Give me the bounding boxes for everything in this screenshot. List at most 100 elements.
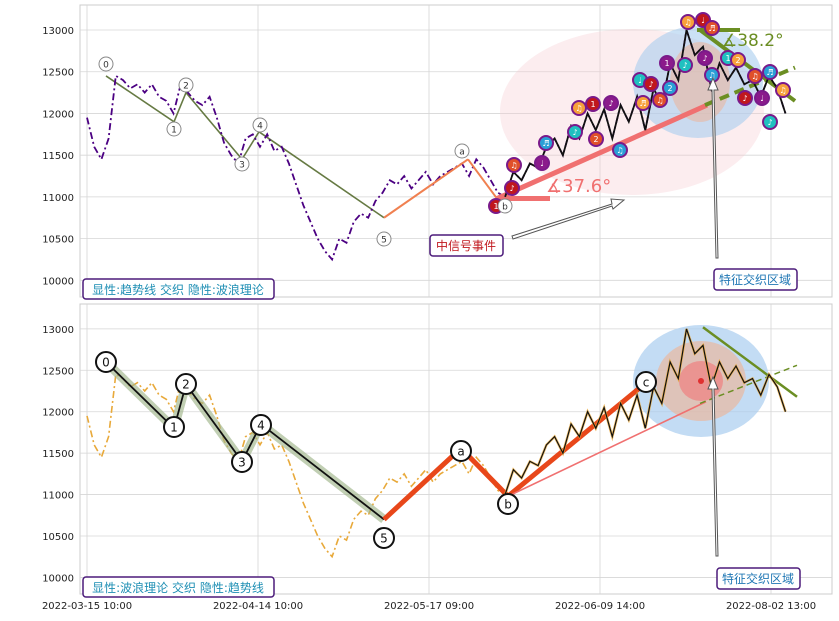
signal-marker	[588, 131, 604, 147]
wave-label-text: 4	[257, 122, 263, 132]
signal-marker	[754, 90, 770, 106]
signal-marker-glyph: ♪	[572, 128, 577, 137]
signal-marker-glyph: ♪	[608, 99, 613, 108]
wave-label-text: 5	[381, 236, 387, 246]
wave-label-circle	[231, 451, 253, 473]
y-tick-label: 12000	[42, 408, 74, 419]
y-tick-label: 12000	[42, 109, 74, 120]
signal-marker-glyph: ♫	[510, 161, 517, 170]
signal-marker	[652, 92, 668, 108]
signal-marker-glyph: 2	[735, 56, 740, 65]
signal-marker	[662, 80, 678, 96]
signal-pointer-arrow	[511, 198, 626, 240]
signal-marker	[659, 55, 675, 71]
signal-marker	[677, 57, 693, 73]
signal-marker	[775, 82, 791, 98]
legend-text: 显性:趋势线 交织 隐性:波浪理论	[92, 282, 264, 297]
signal-marker	[504, 180, 520, 196]
zone-center-dot	[698, 378, 704, 384]
x-tick-label: 2022-08-02 13:00	[726, 601, 816, 612]
signal-marker-glyph: ♫	[779, 86, 786, 95]
signal-marker	[730, 52, 746, 68]
wave-label-text: a	[457, 445, 464, 459]
signal-marker-glyph: ♩	[540, 159, 544, 168]
signal-marker	[538, 135, 554, 151]
x-tick-label: 2022-05-17 09:00	[384, 601, 474, 612]
y-tick-label: 10000	[42, 573, 74, 584]
trend-line-rising	[495, 102, 709, 201]
signal-marker-glyph: ♬	[542, 139, 549, 148]
trend-zigzag	[105, 75, 385, 219]
wave-label-text: 3	[238, 456, 246, 470]
wave-line	[105, 361, 385, 521]
mid-signal-label: 中信号事件	[436, 238, 496, 253]
legend-box	[82, 278, 275, 300]
wave-label-text: b	[504, 498, 512, 512]
trend-line-green-dash	[699, 364, 798, 405]
signal-marker	[603, 95, 619, 111]
y-tick-label: 13000	[42, 325, 74, 336]
y-tick-label: 13000	[42, 26, 74, 37]
zone-pointer-arrow	[707, 375, 719, 557]
y-tick-label: 10500	[42, 532, 74, 543]
signal-marker	[737, 90, 753, 106]
signal-marker-glyph: ♪	[682, 61, 687, 70]
wave-label-text: 2	[183, 82, 189, 92]
signal-marker-glyph: ♩	[638, 76, 642, 85]
signal-marker	[747, 68, 763, 84]
wave-label-text: 3	[239, 161, 245, 171]
signal-marker-glyph: ♩	[701, 16, 705, 25]
wave-label-circle	[450, 440, 472, 462]
y-tick-label: 10500	[42, 235, 74, 246]
signal-marker	[643, 76, 659, 92]
wave-label-text: a	[459, 148, 465, 158]
wave-label-text: 5	[380, 532, 388, 546]
wave-label-circle	[635, 371, 657, 393]
signal-marker-glyph: 1	[590, 100, 595, 109]
signal-marker-glyph: ♫	[616, 146, 623, 155]
signal-marker-glyph: 2	[667, 84, 672, 93]
signal-marker-glyph: 2	[593, 135, 598, 144]
x-tick-label: 2022-06-09 14:00	[555, 601, 645, 612]
wave-label-circle	[95, 351, 117, 373]
wave-label-circle	[250, 414, 272, 436]
wave-label-text: b	[502, 203, 508, 213]
trend-line-green	[702, 326, 798, 398]
signal-marker-glyph: ♪	[509, 184, 514, 193]
signal-marker	[612, 142, 628, 158]
signal-marker-glyph: ♪	[702, 54, 707, 63]
signal-marker-glyph: ♪	[767, 118, 772, 127]
signal-marker	[762, 114, 778, 130]
signal-marker-glyph: ♬	[708, 24, 715, 33]
wave-label-circle	[166, 121, 182, 137]
wave-label-circle	[497, 198, 513, 214]
wave-label-circle	[178, 77, 194, 93]
zone-pointer-arrow	[707, 76, 719, 259]
wave-label-circle	[163, 416, 185, 438]
signal-line-down	[467, 158, 498, 200]
signal-marker	[571, 100, 587, 116]
signal-marker	[697, 50, 713, 66]
signal-marker-glyph: 1	[664, 59, 669, 68]
signal-marker-glyph: ♬	[766, 68, 773, 77]
wave-label-text: 0	[102, 356, 110, 370]
trend-line-green-dash	[704, 65, 796, 107]
signal-marker-glyph: ♫	[656, 96, 663, 105]
wave-label-text: 4	[257, 419, 265, 433]
x-tick-label: 2022-03-15 10:00	[42, 601, 132, 612]
legend-box	[82, 576, 275, 598]
wave-label-text: c	[643, 376, 650, 390]
y-tick-label: 12500	[42, 366, 74, 377]
signal-marker-glyph: ♫	[751, 72, 758, 81]
y-tick-label: 11500	[42, 151, 74, 162]
signal-marker	[635, 95, 651, 111]
signal-marker	[762, 64, 778, 80]
wave-label-text: 2	[182, 378, 190, 392]
signal-marker	[506, 157, 522, 173]
zone-label-box	[713, 268, 798, 291]
signal-marker-glyph: ♬	[639, 99, 646, 108]
y-tick-label: 10000	[42, 276, 74, 287]
